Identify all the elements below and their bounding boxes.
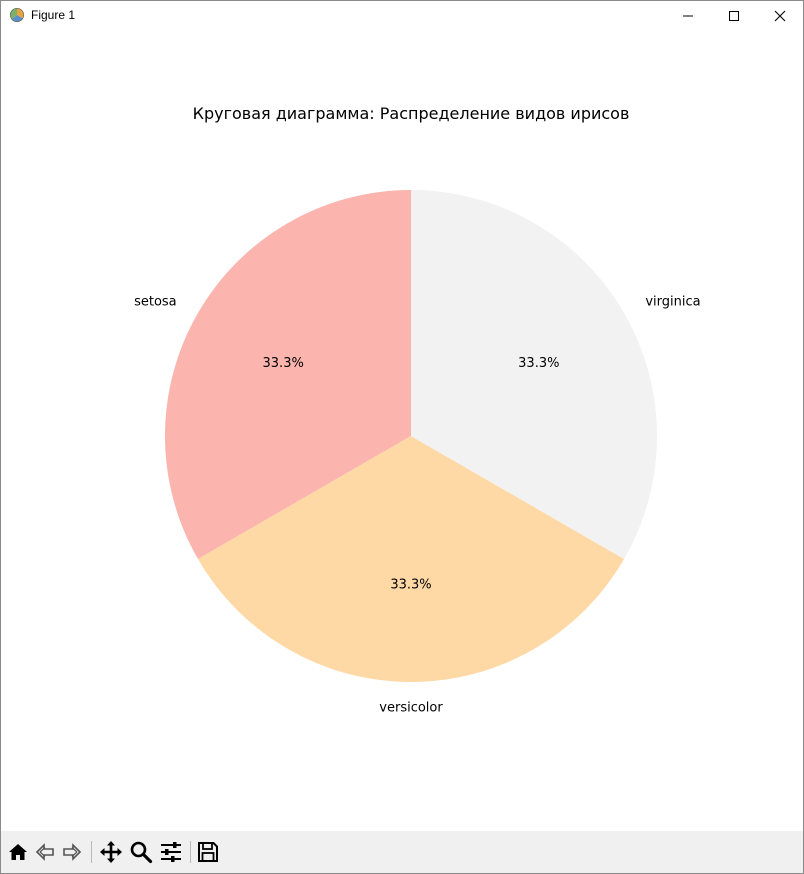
floppy-disk-icon xyxy=(198,842,218,862)
back-arrow-icon xyxy=(35,843,54,861)
configure-subplots-button[interactable] xyxy=(158,839,184,865)
chart-title: Круговая диаграмма: Распределение видов … xyxy=(193,104,630,123)
pie-chart: Круговая диаграмма: Распределение видов … xyxy=(134,104,701,716)
forward-button[interactable] xyxy=(59,839,85,865)
slice-label-versicolor: versicolor xyxy=(379,701,443,716)
home-icon xyxy=(9,844,27,860)
magnifier-icon xyxy=(130,841,153,864)
close-button[interactable] xyxy=(757,1,803,31)
zoom-button[interactable] xyxy=(128,839,154,865)
slice-percent-setosa: 33.3% xyxy=(263,356,304,371)
toolbar-separator xyxy=(91,841,92,863)
pan-button[interactable] xyxy=(98,839,124,865)
slice-percent-virginica: 33.3% xyxy=(518,356,559,371)
figure-canvas[interactable]: Круговая диаграмма: Распределение видов … xyxy=(1,31,803,831)
back-button[interactable] xyxy=(32,839,58,865)
window-title: Figure 1 xyxy=(31,8,76,22)
toolbar-separator xyxy=(190,841,191,863)
maximize-button[interactable] xyxy=(711,1,757,31)
forward-arrow-icon xyxy=(63,843,82,861)
slice-percent-versicolor: 33.3% xyxy=(390,578,431,593)
slice-label-virginica: virginica xyxy=(645,295,700,310)
pie-slice-setosa xyxy=(164,190,411,559)
minimize-icon xyxy=(683,15,693,17)
minimize-button[interactable] xyxy=(665,1,711,31)
navigation-toolbar xyxy=(1,831,803,873)
maximize-icon xyxy=(729,11,739,21)
close-icon xyxy=(774,10,786,22)
title-bar[interactable]: Figure 1 xyxy=(1,1,803,31)
app-icon xyxy=(10,8,24,22)
save-button[interactable] xyxy=(195,839,221,865)
home-button[interactable] xyxy=(5,839,31,865)
move-icon xyxy=(100,841,122,863)
slice-label-setosa: setosa xyxy=(134,295,177,310)
pie-slice-virginica xyxy=(411,190,657,559)
sliders-icon xyxy=(161,842,181,862)
